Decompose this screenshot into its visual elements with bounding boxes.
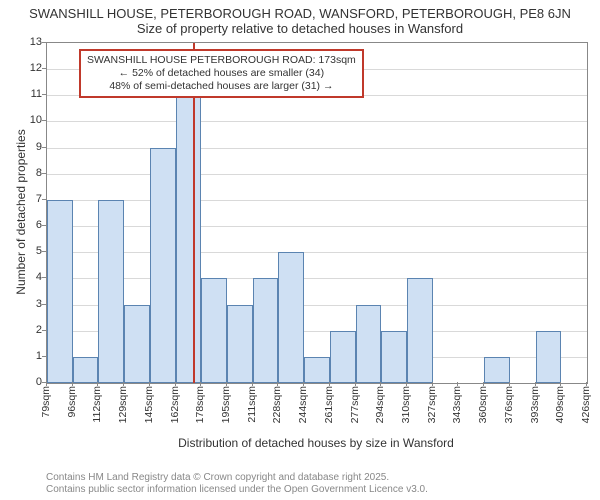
x-tick-label: 360sqm <box>477 386 489 423</box>
x-tick-label: 393sqm <box>529 386 541 423</box>
plot-area: SWANSHILL HOUSE PETERBOROUGH ROAD: 173sq… <box>46 42 588 384</box>
y-tick-label: 5 <box>6 245 42 257</box>
gridline <box>47 174 587 175</box>
x-tick-label: 96sqm <box>66 386 78 418</box>
x-tick-label: 426sqm <box>580 386 592 423</box>
histogram-chart: Number of detached properties SWANSHILL … <box>0 38 600 438</box>
histogram-bar <box>47 200 73 383</box>
y-tick-label: 8 <box>6 167 42 179</box>
histogram-bar <box>278 252 304 383</box>
x-tick-label: 228sqm <box>271 386 283 423</box>
histogram-bar <box>253 278 279 383</box>
histogram-bar <box>176 95 202 383</box>
x-tick-label: 376sqm <box>503 386 515 423</box>
gridline <box>47 226 587 227</box>
y-axis-label: Number of detached properties <box>14 129 28 294</box>
gridline <box>47 252 587 253</box>
page-title-address: SWANSHILL HOUSE, PETERBOROUGH ROAD, WANS… <box>0 0 600 21</box>
x-tick-label: 178sqm <box>194 386 206 423</box>
page-subtitle: Size of property relative to detached ho… <box>0 21 600 38</box>
histogram-bar <box>201 278 227 383</box>
gridline <box>47 148 587 149</box>
x-tick-label: 162sqm <box>169 386 181 423</box>
histogram-bar <box>330 331 356 383</box>
x-tick-label: 277sqm <box>349 386 361 423</box>
x-tick-label: 211sqm <box>246 386 258 423</box>
y-tick-label: 9 <box>6 141 42 153</box>
attribution-line2: Contains public sector information licen… <box>46 484 586 496</box>
y-tick-label: 7 <box>6 193 42 205</box>
x-tick-label: 261sqm <box>323 386 335 423</box>
histogram-bar <box>304 357 330 383</box>
histogram-bar <box>407 278 433 383</box>
y-tick-label: 2 <box>6 324 42 336</box>
y-tick-label: 12 <box>6 62 42 74</box>
y-tick-mark <box>42 199 46 200</box>
y-tick-mark <box>42 173 46 174</box>
histogram-bar <box>484 357 510 383</box>
y-tick-mark <box>42 277 46 278</box>
y-tick-mark <box>42 330 46 331</box>
y-tick-label: 3 <box>6 298 42 310</box>
y-tick-label: 6 <box>6 219 42 231</box>
annotation-line: SWANSHILL HOUSE PETERBOROUGH ROAD: 173sq… <box>87 54 356 67</box>
x-tick-label: 112sqm <box>91 386 103 423</box>
y-tick-mark <box>42 225 46 226</box>
x-tick-label: 343sqm <box>451 386 463 423</box>
histogram-bar <box>381 331 407 383</box>
attribution: Contains HM Land Registry data © Crown c… <box>46 472 586 496</box>
y-tick-label: 0 <box>6 376 42 388</box>
x-tick-label: 294sqm <box>374 386 386 423</box>
histogram-bar <box>536 331 562 383</box>
y-tick-mark <box>42 120 46 121</box>
histogram-bar <box>98 200 124 383</box>
x-tick-label: 244sqm <box>297 386 309 423</box>
x-tick-label: 129sqm <box>117 386 129 423</box>
histogram-bar <box>150 148 176 383</box>
x-tick-label: 327sqm <box>426 386 438 423</box>
y-tick-mark <box>42 304 46 305</box>
y-tick-label: 1 <box>6 350 42 362</box>
histogram-bar <box>124 305 150 383</box>
y-tick-mark <box>42 251 46 252</box>
y-tick-label: 10 <box>6 114 42 126</box>
histogram-bar <box>227 305 253 383</box>
gridline <box>47 200 587 201</box>
annotation-line: ← 52% of detached houses are smaller (34… <box>87 67 356 80</box>
annotation-line: 48% of semi-detached houses are larger (… <box>87 80 356 93</box>
x-tick-label: 145sqm <box>143 386 155 423</box>
x-tick-label: 310sqm <box>400 386 412 423</box>
y-tick-label: 13 <box>6 36 42 48</box>
x-tick-label: 79sqm <box>40 386 52 418</box>
annotation-box: SWANSHILL HOUSE PETERBOROUGH ROAD: 173sq… <box>79 49 364 98</box>
y-tick-label: 11 <box>6 88 42 100</box>
y-tick-mark <box>42 42 46 43</box>
attribution-line1: Contains HM Land Registry data © Crown c… <box>46 472 586 484</box>
gridline <box>47 121 587 122</box>
y-tick-mark <box>42 147 46 148</box>
y-tick-mark <box>42 68 46 69</box>
x-axis-label: Distribution of detached houses by size … <box>46 436 586 450</box>
y-tick-mark <box>42 94 46 95</box>
x-tick-label: 195sqm <box>220 386 232 423</box>
x-tick-label: 409sqm <box>554 386 566 423</box>
gridline <box>47 278 587 279</box>
histogram-bar <box>73 357 99 383</box>
y-tick-label: 4 <box>6 271 42 283</box>
histogram-bar <box>356 305 382 383</box>
y-tick-mark <box>42 356 46 357</box>
